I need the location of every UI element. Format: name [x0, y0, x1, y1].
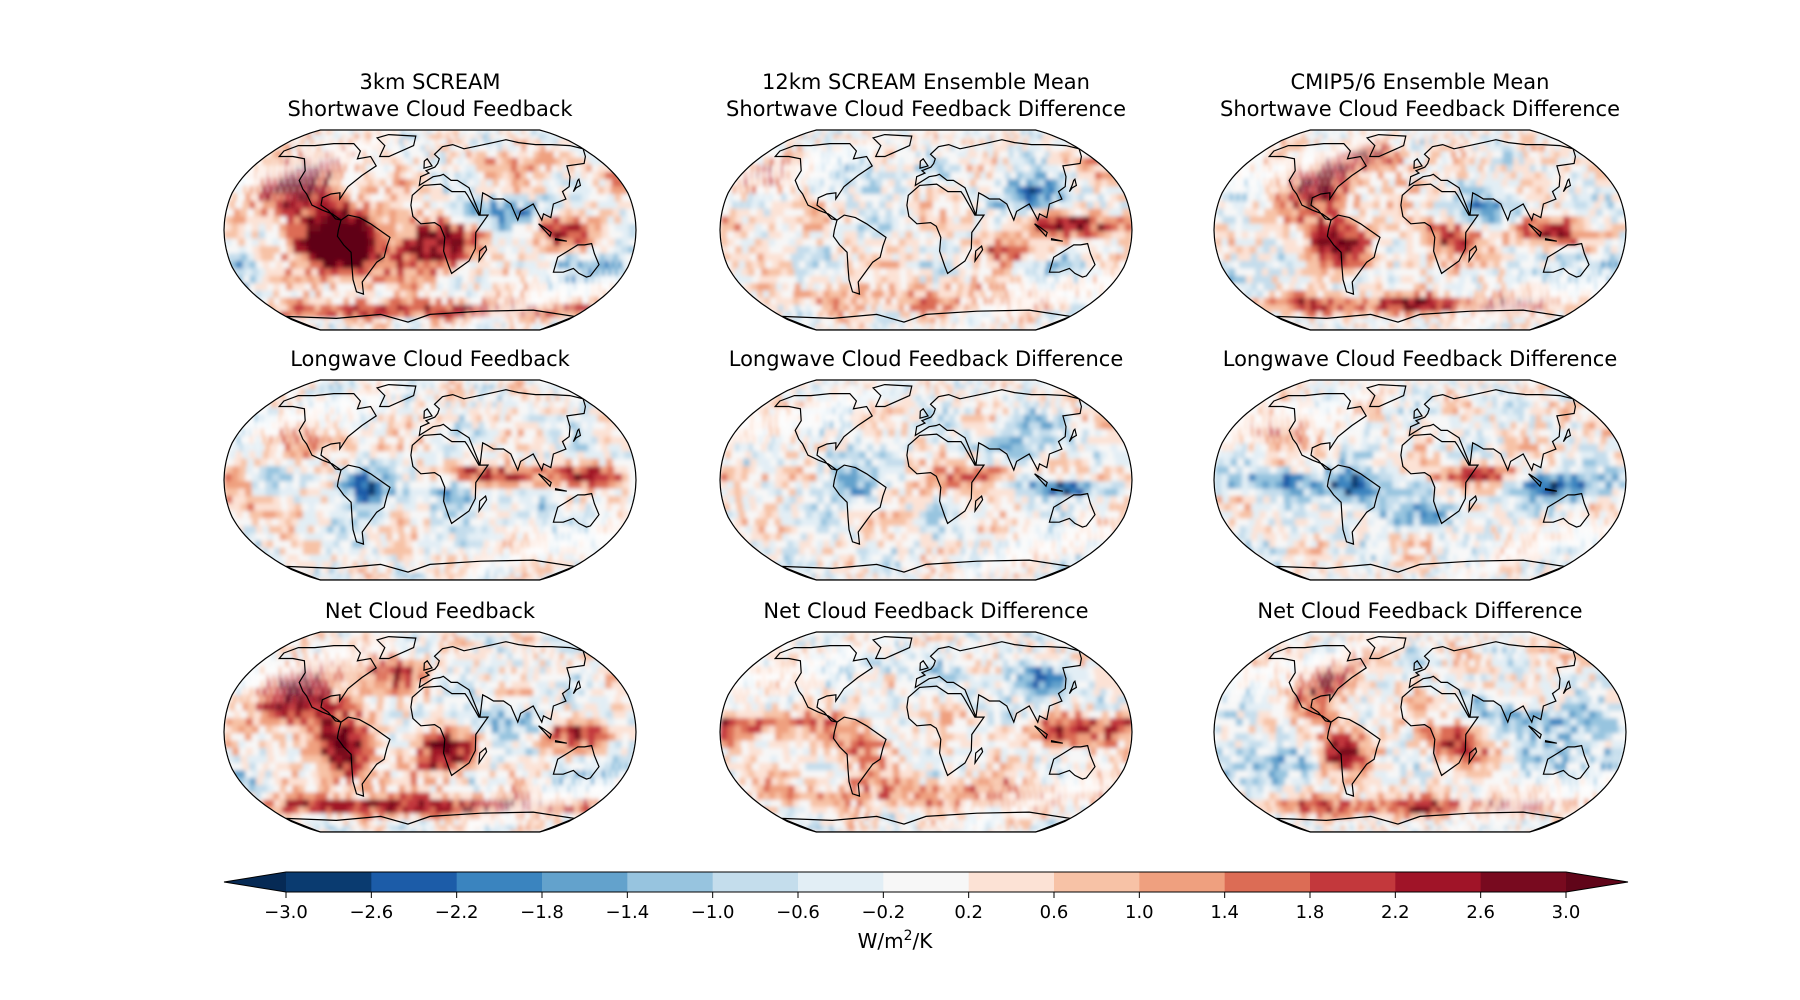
coastlines [277, 383, 600, 580]
colorbar-cell [1480, 872, 1567, 892]
map-outline [223, 379, 637, 581]
colorbar-cell [286, 872, 372, 892]
coastlines [277, 133, 600, 330]
colorbar-tick-label: −1.8 [520, 902, 564, 923]
colorbar-tick-label: −2.6 [349, 902, 393, 923]
map-outline [223, 631, 637, 833]
colorbar-label-superscript: 2 [904, 928, 913, 944]
map-panel: Net Cloud Feedback Difference [1213, 599, 1627, 833]
map-panel: Longwave Cloud Feedback Difference [719, 347, 1133, 581]
panel-title: Longwave Cloud Feedback Difference [729, 347, 1124, 371]
field-contours [720, 130, 1132, 330]
map-panels: 3km SCREAM Shortwave Cloud Feedback 12km S… [223, 70, 1627, 833]
map-panel: Net Cloud Feedback [223, 599, 637, 833]
panel-title: Longwave Cloud Feedback [290, 347, 570, 371]
panel-title: CMIP5/6 Ensemble Mean [1291, 70, 1550, 94]
map-panel: 3km SCREAM Shortwave Cloud Feedback [223, 70, 637, 331]
field-contours [720, 632, 1132, 832]
colorbar-cell [883, 872, 970, 892]
coastlines [773, 133, 1096, 330]
colorbar-label-prefix: W/m [858, 929, 904, 953]
colorbar-label-suffix: /K [913, 929, 934, 953]
coastlines [773, 383, 1096, 580]
colorbar-tick-label: −0.2 [861, 902, 905, 923]
colorbar-tick-label: 0.6 [1040, 902, 1069, 923]
panel-title: Net Cloud Feedback Difference [763, 599, 1088, 623]
colorbar-tick-label: 2.2 [1381, 902, 1410, 923]
colorbar-cell [456, 872, 543, 892]
panel-title: Net Cloud Feedback [325, 599, 536, 623]
panel-title: 3km SCREAM [360, 70, 501, 94]
map-panel: Net Cloud Feedback Difference [719, 599, 1133, 833]
colorbar: −3.0 −2.6 −2.2 −1.8 −1.4 −1.0 −0.6 −0.2 0.2 0.6 1.… [223, 871, 1629, 953]
map-panel: CMIP5/6 Ensemble Mean Shortwave Cloud Fee… [1213, 70, 1627, 331]
colorbar-tick-label: −3.0 [264, 902, 308, 923]
field-contours [224, 130, 636, 330]
colorbar-tick-label: 1.8 [1296, 902, 1325, 923]
colorbar-ticks: −3.0 −2.6 −2.2 −1.8 −1.4 −1.0 −0.6 −0.2 0.2 0.6 1.… [264, 892, 1580, 923]
colorbar-cell [798, 872, 884, 892]
colorbar-cell [542, 872, 628, 892]
colorbar-tick-label: 2.6 [1466, 902, 1495, 923]
panel-title: Longwave Cloud Feedback Difference [1223, 347, 1618, 371]
panel-title: Shortwave Cloud Feedback Difference [1220, 97, 1620, 121]
colorbar-cell [968, 872, 1055, 892]
colorbar-extend-low [224, 872, 286, 892]
colorbar-cells [223, 871, 1629, 893]
field-contours [720, 380, 1132, 580]
field-contours [1214, 130, 1626, 330]
coastlines [1267, 383, 1590, 580]
colorbar-cell [1395, 872, 1482, 892]
map-outline [719, 631, 1133, 833]
panel-title: Net Cloud Feedback Difference [1257, 599, 1582, 623]
colorbar-tick-label: −1.0 [691, 902, 735, 923]
colorbar-tick-label: −0.6 [776, 902, 820, 923]
colorbar-cell [1054, 872, 1140, 892]
map-panel: Longwave Cloud Feedback Difference [1213, 347, 1627, 581]
coastlines [773, 635, 1096, 832]
colorbar-tick-label: 1.0 [1125, 902, 1154, 923]
field-contours [224, 632, 636, 832]
colorbar-tick-label: 1.4 [1210, 902, 1239, 923]
field-contours [1214, 632, 1626, 832]
map-outline [1213, 631, 1627, 833]
colorbar-label: W/m2/K [858, 928, 934, 953]
field-contours [1214, 380, 1626, 580]
map-outline [719, 129, 1133, 331]
coastlines [1267, 635, 1590, 832]
colorbar-tick-label: −2.2 [435, 902, 479, 923]
panel-title: Shortwave Cloud Feedback Difference [726, 97, 1126, 121]
colorbar-cell [627, 872, 714, 892]
colorbar-tick-label: −1.4 [605, 902, 649, 923]
coastlines [1267, 133, 1590, 330]
panel-title: 12km SCREAM Ensemble Mean [762, 70, 1090, 94]
map-outline [1213, 129, 1627, 331]
panel-title: Shortwave Cloud Feedback [287, 97, 573, 121]
colorbar-cell [371, 872, 458, 892]
colorbar-extend-high [1566, 872, 1628, 892]
colorbar-tick-label: 0.2 [954, 902, 983, 923]
colorbar-cell [1224, 872, 1311, 892]
colorbar-cell [1139, 872, 1226, 892]
colorbar-cell [1310, 872, 1396, 892]
map-panel: Longwave Cloud Feedback [223, 347, 637, 581]
colorbar-tick-label: 3.0 [1552, 902, 1581, 923]
coastlines [277, 635, 600, 832]
map-outline [223, 129, 637, 331]
colorbar-cell [712, 872, 799, 892]
map-panel: 12km SCREAM Ensemble Mean Shortwave Cloud… [719, 70, 1133, 331]
map-outline [719, 379, 1133, 581]
field-contours [224, 380, 636, 580]
map-outline [1213, 379, 1627, 581]
